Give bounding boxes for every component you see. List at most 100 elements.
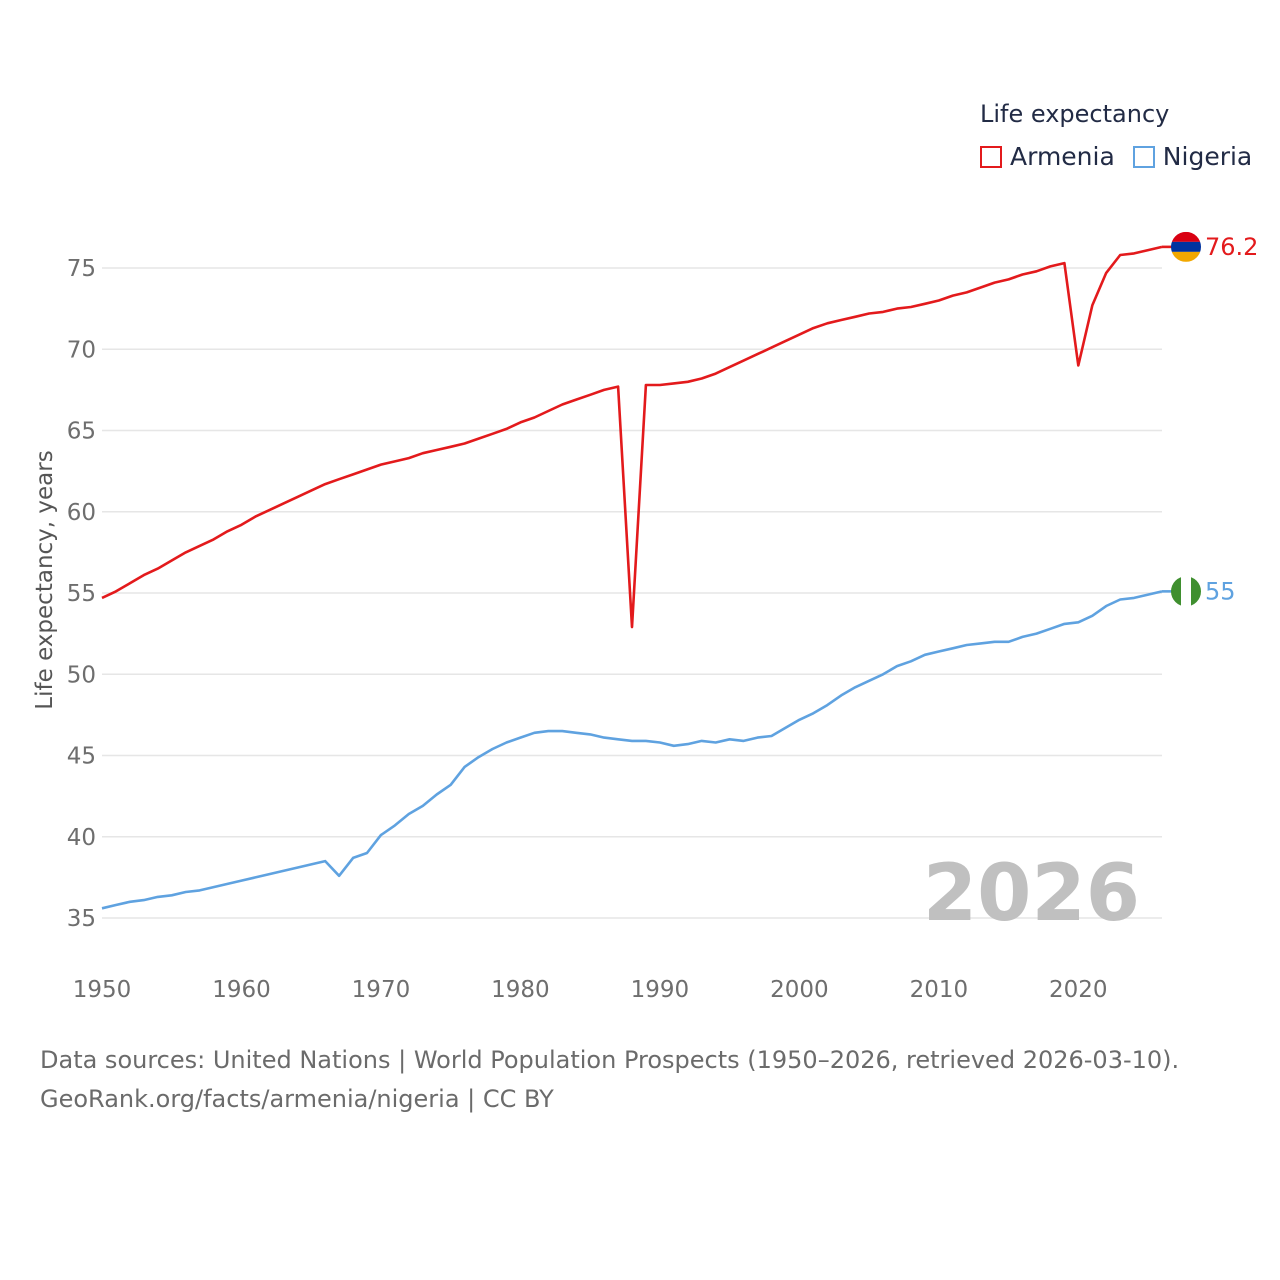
data-point-armenia-2017 — [1034, 269, 1038, 273]
data-point-nigeria-2015 — [1007, 640, 1011, 644]
data-point-nigeria-1974 — [435, 793, 439, 797]
data-point-armenia-2010 — [937, 299, 941, 303]
data-point-armenia-1965 — [309, 489, 313, 493]
x-tick-2010: 2010 — [910, 977, 969, 1003]
data-point-nigeria-2013 — [979, 641, 983, 645]
data-point-armenia-1986 — [602, 388, 606, 392]
data-point-armenia-1983 — [560, 403, 564, 407]
y-axis-label: Life expectancy, years — [32, 450, 58, 709]
data-point-armenia-1956 — [184, 550, 188, 554]
data-point-nigeria-1959 — [226, 882, 230, 886]
data-point-nigeria-2014 — [993, 640, 997, 644]
y-tick-60: 60 — [67, 500, 96, 526]
data-point-nigeria-1996 — [742, 739, 746, 743]
legend-item-armenia[interactable]: Armenia — [980, 142, 1115, 171]
data-point-armenia-1972 — [407, 456, 411, 460]
x-tick-2000: 2000 — [770, 977, 829, 1003]
data-point-nigeria-1999 — [783, 726, 787, 730]
series-line-nigeria[interactable] — [101, 590, 1163, 910]
data-point-armenia-1975 — [449, 445, 453, 449]
end-markers: 76.2 55 — [1162, 231, 1258, 607]
data-point-nigeria-1978 — [491, 747, 495, 751]
data-point-armenia-1953 — [142, 573, 146, 577]
data-point-armenia-1991 — [672, 381, 676, 385]
data-point-nigeria-1965 — [309, 862, 313, 866]
data-point-armenia-1971 — [393, 459, 397, 463]
x-tick-1970: 1970 — [352, 977, 411, 1003]
y-tick-75: 75 — [67, 256, 96, 282]
y-tick-70: 70 — [67, 337, 96, 363]
data-point-armenia-2003 — [839, 318, 843, 322]
data-point-nigeria-1954 — [156, 895, 160, 899]
data-point-armenia-1993 — [700, 377, 704, 381]
data-point-nigeria-1967 — [337, 874, 341, 878]
data-point-nigeria-2002 — [825, 703, 829, 707]
data-point-nigeria-1953 — [142, 898, 146, 902]
data-point-armenia-2022 — [1104, 271, 1108, 275]
year-watermark: 2026 — [923, 849, 1140, 939]
data-point-nigeria-1980 — [518, 736, 522, 740]
data-point-nigeria-2004 — [853, 685, 857, 689]
data-point-nigeria-1997 — [756, 736, 760, 740]
data-point-armenia-1992 — [686, 380, 690, 384]
data-point-armenia-1981 — [532, 416, 536, 420]
data-point-nigeria-2006 — [881, 672, 885, 676]
data-point-nigeria-1950 — [100, 906, 104, 910]
x-tick-1950: 1950 — [73, 977, 132, 1003]
footer-attribution[interactable]: GeoRank.org/facts/armenia/nigeria | CC B… — [40, 1085, 554, 1113]
data-point-nigeria-1995 — [728, 737, 732, 741]
data-point-armenia-2018 — [1048, 264, 1052, 268]
data-point-nigeria-1986 — [602, 736, 606, 740]
data-point-armenia-1980 — [518, 420, 522, 424]
data-point-armenia-1950 — [100, 596, 104, 600]
data-point-nigeria-1988 — [630, 739, 634, 743]
data-point-armenia-1987 — [616, 385, 620, 389]
legend: Armenia Nigeria — [980, 142, 1270, 171]
data-point-armenia-2006 — [881, 310, 885, 314]
data-point-nigeria-1963 — [281, 869, 285, 873]
data-point-armenia-1974 — [435, 448, 439, 452]
data-point-armenia-1998 — [769, 346, 773, 350]
data-point-nigeria-2003 — [839, 693, 843, 697]
y-tick-55: 55 — [67, 581, 96, 607]
x-tick-1990: 1990 — [631, 977, 690, 1003]
data-point-nigeria-1993 — [700, 739, 704, 743]
data-point-armenia-2014 — [993, 281, 997, 285]
data-point-armenia-2012 — [965, 290, 969, 294]
data-point-armenia-1990 — [658, 383, 662, 387]
x-tick-1980: 1980 — [491, 977, 550, 1003]
legend-item-nigeria[interactable]: Nigeria — [1132, 142, 1252, 171]
data-point-nigeria-2001 — [811, 711, 815, 715]
data-point-armenia-2008 — [909, 305, 913, 309]
data-point-armenia-1978 — [491, 432, 495, 436]
end-label-nigeria: 55 — [1205, 577, 1236, 605]
data-point-armenia-1984 — [574, 398, 578, 402]
data-point-armenia-2002 — [825, 321, 829, 325]
data-point-armenia-1960 — [239, 523, 243, 527]
data-point-armenia-1994 — [714, 372, 718, 376]
y-tick-65: 65 — [67, 419, 96, 445]
legend-swatch-nigeria — [1132, 145, 1155, 168]
data-point-armenia-2011 — [951, 294, 955, 298]
data-point-nigeria-1994 — [714, 741, 718, 745]
data-point-armenia-2015 — [1007, 277, 1011, 281]
data-point-armenia-1989 — [644, 383, 648, 387]
data-point-armenia-1964 — [295, 495, 299, 499]
series-line-armenia[interactable] — [101, 245, 1163, 629]
data-point-nigeria-1955 — [170, 893, 174, 897]
data-point-nigeria-1973 — [421, 804, 425, 808]
data-point-armenia-2016 — [1021, 273, 1025, 277]
data-point-nigeria-1990 — [658, 741, 662, 745]
data-point-nigeria-1975 — [449, 783, 453, 787]
data-point-nigeria-1956 — [184, 890, 188, 894]
data-point-armenia-1951 — [114, 589, 118, 593]
data-point-nigeria-1952 — [128, 900, 132, 904]
y-tick-45: 45 — [67, 744, 96, 770]
legend-swatch-armenia — [980, 145, 1002, 168]
data-point-armenia-1982 — [546, 409, 550, 413]
data-point-nigeria-2021 — [1090, 614, 1094, 618]
data-point-nigeria-1992 — [686, 742, 690, 746]
data-point-nigeria-1962 — [267, 872, 271, 876]
data-point-armenia-1963 — [281, 502, 285, 506]
y-tick-40: 40 — [67, 825, 96, 851]
